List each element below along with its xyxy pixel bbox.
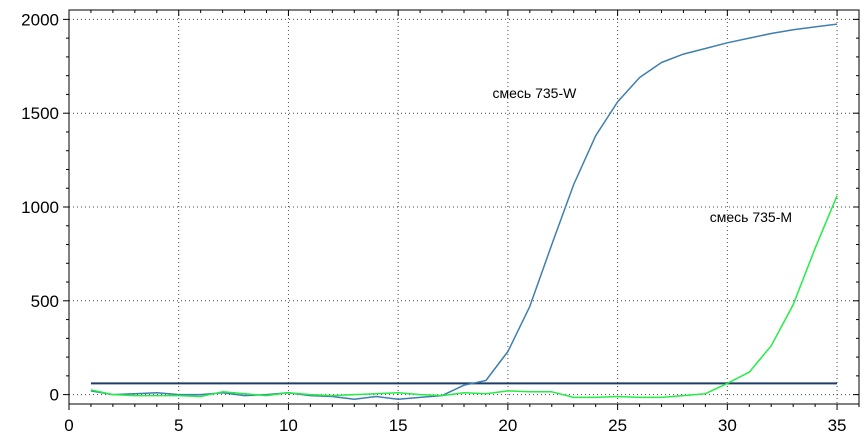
x-tick-label: 10 bbox=[279, 416, 298, 435]
x-tick-label: 20 bbox=[498, 416, 517, 435]
y-tick-label: 1000 bbox=[21, 198, 59, 217]
axis-ticks: 0 5 10 15 20 25 30 35 0 500 1000 1500 2000 bbox=[21, 10, 860, 435]
x-tick-label: 0 bbox=[64, 416, 73, 435]
y-tick-label: 500 bbox=[31, 292, 59, 311]
x-tick-label: 25 bbox=[608, 416, 627, 435]
plot-background bbox=[69, 10, 859, 404]
grid bbox=[69, 10, 859, 404]
series-labels: смесь 735-W смесь 735-M bbox=[493, 85, 793, 225]
y-tick-label: 1500 bbox=[21, 104, 59, 123]
plot-frame bbox=[68, 9, 860, 405]
series-line-1 bbox=[90, 195, 838, 399]
x-tick-label: 30 bbox=[718, 416, 737, 435]
x-tick-label: 5 bbox=[174, 416, 183, 435]
series-label-0: смесь 735-W bbox=[493, 85, 578, 101]
y-tick-label: 2000 bbox=[21, 10, 59, 29]
x-tick-label: 35 bbox=[828, 416, 847, 435]
series-group bbox=[90, 23, 838, 401]
series-label-1: смесь 735-M bbox=[710, 209, 792, 225]
y-tick-label: 0 bbox=[50, 386, 59, 405]
x-tick-label: 15 bbox=[389, 416, 408, 435]
